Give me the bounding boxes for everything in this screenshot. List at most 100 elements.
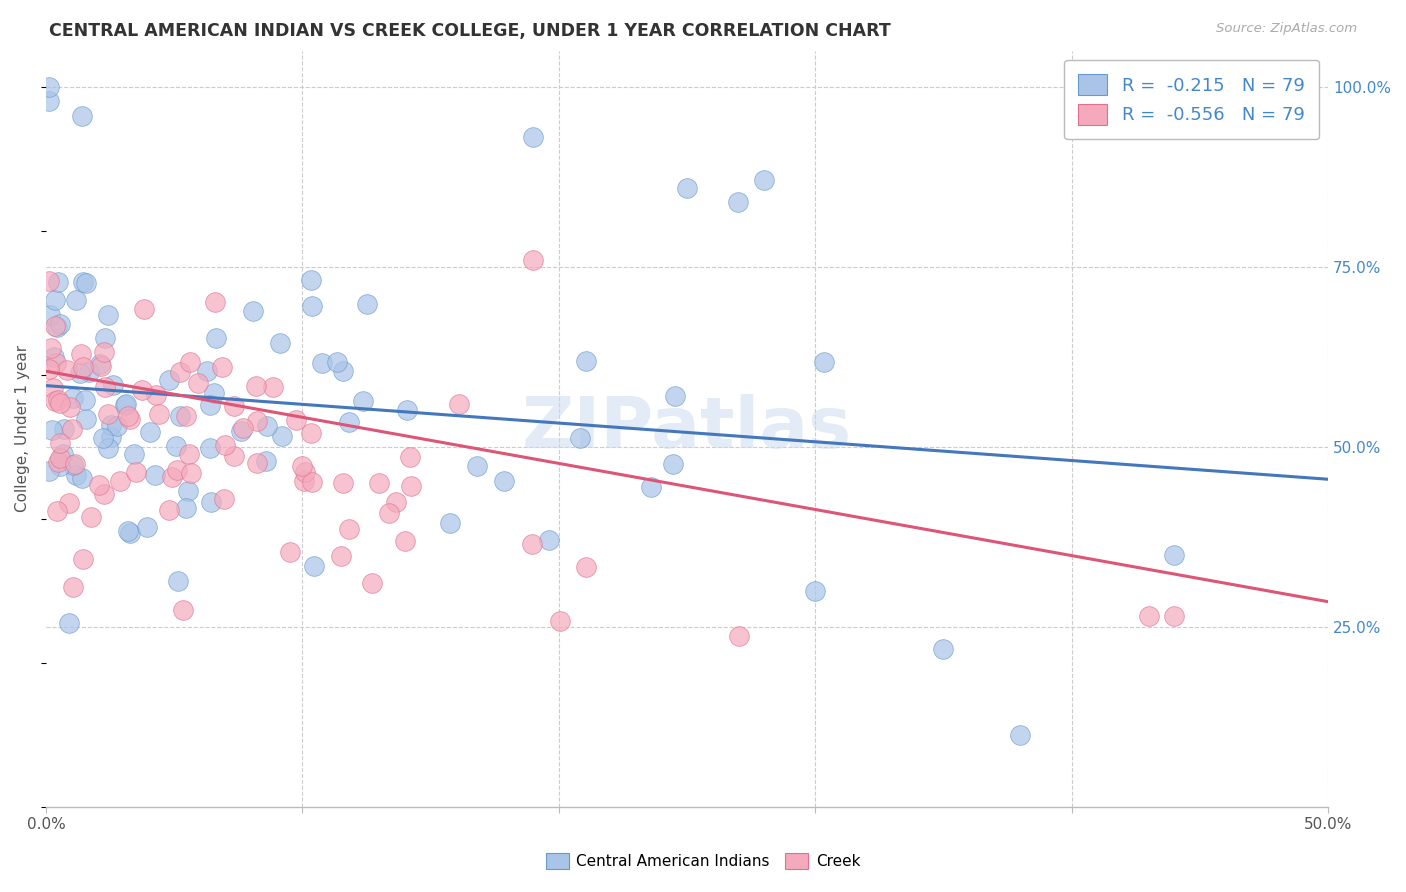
Point <box>522 130 544 145</box>
Point <box>245 378 267 392</box>
Point <box>145 388 167 402</box>
Point <box>69 367 91 381</box>
Point <box>200 494 222 508</box>
Point <box>148 407 170 421</box>
Point <box>45 356 67 370</box>
Point <box>728 629 751 643</box>
Point <box>38 464 60 478</box>
Point <box>77 366 100 380</box>
Point <box>169 365 191 379</box>
Point <box>301 475 323 490</box>
Point <box>813 355 835 369</box>
Point <box>804 583 827 598</box>
Point <box>49 395 72 409</box>
Point <box>575 560 598 574</box>
Point <box>114 397 136 411</box>
Point <box>160 470 183 484</box>
Point <box>361 576 384 591</box>
Point <box>58 615 80 630</box>
Point <box>176 501 198 516</box>
Point <box>72 552 94 566</box>
Point <box>72 359 94 374</box>
Point <box>299 425 322 440</box>
Point <box>114 399 136 413</box>
Point <box>294 465 316 479</box>
Point <box>49 435 72 450</box>
Point <box>356 297 378 311</box>
Point <box>72 471 94 485</box>
Point <box>80 509 103 524</box>
Point <box>377 506 399 520</box>
Point <box>46 504 69 518</box>
Point <box>1163 609 1185 624</box>
Point <box>89 357 111 371</box>
Point <box>93 345 115 359</box>
Point <box>205 331 228 345</box>
Point <box>93 487 115 501</box>
Point <box>214 438 236 452</box>
Point <box>143 467 166 482</box>
Point <box>291 458 314 473</box>
Point <box>62 580 84 594</box>
Point <box>157 503 180 517</box>
Point <box>568 431 591 445</box>
Point <box>132 301 155 316</box>
Point <box>70 109 93 123</box>
Point <box>45 320 67 334</box>
Point <box>136 520 159 534</box>
Point <box>311 356 333 370</box>
Point <box>72 275 94 289</box>
Point <box>59 400 82 414</box>
Point <box>58 495 80 509</box>
Point <box>932 641 955 656</box>
Point <box>492 475 515 489</box>
Point <box>131 383 153 397</box>
Point <box>332 475 354 490</box>
Point <box>224 449 246 463</box>
Point <box>187 376 209 391</box>
Point <box>242 303 264 318</box>
Point <box>640 480 662 494</box>
Point <box>195 364 218 378</box>
Point <box>44 393 66 408</box>
Point <box>447 397 470 411</box>
Point <box>662 458 685 472</box>
Point <box>198 398 221 412</box>
Point <box>157 373 180 387</box>
Point <box>105 418 128 433</box>
Point <box>399 478 422 492</box>
Point <box>125 466 148 480</box>
Point <box>75 393 97 408</box>
Point <box>46 392 69 407</box>
Point <box>301 299 323 313</box>
Point <box>332 364 354 378</box>
Point <box>174 409 197 423</box>
Point <box>222 399 245 413</box>
Point <box>271 429 294 443</box>
Point <box>108 474 131 488</box>
Point <box>124 447 146 461</box>
Point <box>520 537 543 551</box>
Point <box>49 458 72 473</box>
Point <box>117 524 139 539</box>
Point <box>212 492 235 507</box>
Point <box>94 331 117 345</box>
Point <box>56 362 79 376</box>
Point <box>101 378 124 392</box>
Point <box>439 516 461 530</box>
Text: ZIPatlas: ZIPatlas <box>522 394 852 463</box>
Point <box>62 391 84 405</box>
Point <box>302 559 325 574</box>
Point <box>269 336 291 351</box>
Point <box>91 431 114 445</box>
Point <box>177 484 200 499</box>
Point <box>38 79 60 94</box>
Point <box>90 359 112 374</box>
Point <box>52 447 75 461</box>
Point <box>1010 728 1032 742</box>
Point <box>1163 548 1185 562</box>
Point <box>202 385 225 400</box>
Point <box>41 381 63 395</box>
Point <box>394 533 416 548</box>
Point <box>399 450 422 464</box>
